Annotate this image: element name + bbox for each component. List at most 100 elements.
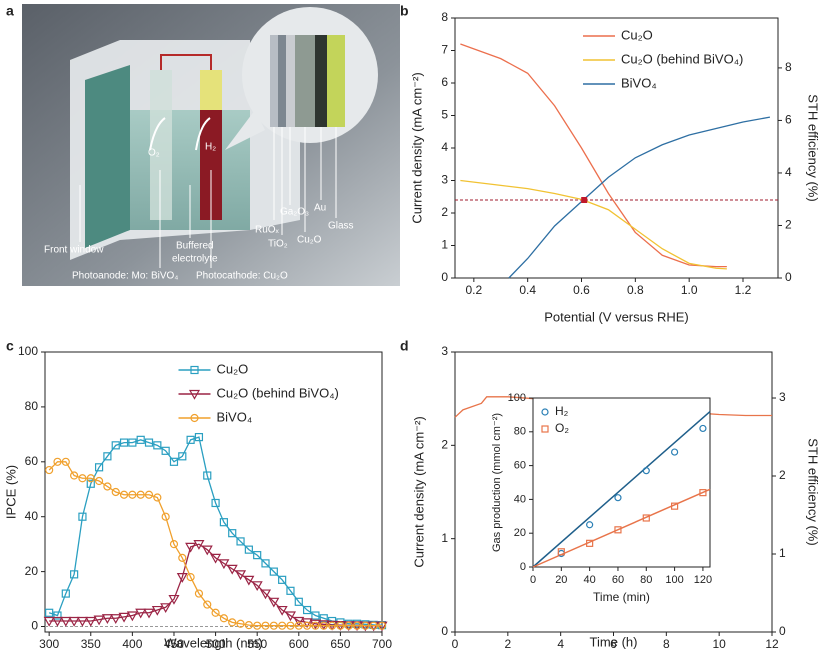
y2-tick-label: 6 [785, 113, 792, 127]
marker [51, 616, 64, 627]
o2-arrow [149, 117, 166, 151]
y-tick-label: 0 [31, 619, 38, 633]
marker [253, 551, 262, 560]
marker [211, 608, 220, 617]
marker [219, 518, 229, 527]
marker [541, 408, 549, 416]
marker [53, 457, 62, 466]
panel-label: d [400, 338, 409, 354]
label: Front window [44, 245, 104, 256]
marker [294, 621, 303, 630]
x-tick-label: 120 [694, 574, 712, 586]
x-tick-label: 1.0 [681, 283, 698, 297]
marker [143, 608, 155, 619]
marker [294, 597, 303, 606]
marker [103, 452, 112, 461]
marker [344, 621, 353, 630]
series-line [460, 43, 727, 268]
marker [70, 570, 79, 579]
marker [699, 489, 707, 497]
label: Ga₂O₃ [280, 207, 309, 218]
h2-arrow [195, 117, 211, 151]
marker [153, 441, 162, 450]
x-axis-label: Potential (V versus RHE) [544, 309, 689, 324]
y-tick-label: 100 [18, 344, 38, 358]
marker [161, 446, 170, 455]
x-tick-label: 80 [640, 574, 652, 586]
x-tick-label: 350 [81, 637, 101, 651]
marker [94, 476, 104, 486]
marker [251, 581, 263, 592]
label: TiO₂ [268, 239, 288, 250]
y-tick-label: 60 [514, 460, 526, 472]
x-tick-label: 10 [712, 637, 726, 651]
x-tick-label: 0.4 [519, 283, 536, 297]
marker [194, 432, 204, 442]
layer-tio2 [278, 35, 286, 127]
y-tick-label: 40 [514, 493, 526, 505]
marker [670, 448, 679, 456]
x-tick-label: 500 [206, 637, 226, 651]
marker [128, 490, 137, 499]
marker [201, 545, 213, 556]
marker [614, 526, 622, 534]
y-tick-label: 1 [441, 531, 448, 545]
x-tick-label: 2 [504, 637, 511, 651]
marker [586, 521, 594, 529]
x-axis-label: Wavelength (nm) [164, 635, 263, 650]
marker [219, 614, 229, 623]
marker [178, 553, 187, 562]
marker [278, 621, 287, 630]
marker [253, 621, 262, 630]
layer-cu2o [295, 35, 315, 127]
x-tick-label: 4 [557, 637, 564, 651]
plot-frame [44, 351, 383, 633]
label: electrolyte [172, 254, 218, 265]
x-tick-label: 100 [665, 574, 683, 586]
marker [85, 616, 97, 627]
y-axis-label: Current density (mA cm⁻²) [409, 72, 424, 223]
y-tick-label: 40 [25, 509, 39, 523]
x-tick-label: 0.8 [627, 283, 644, 297]
marker [68, 616, 80, 627]
x-axis-label: Time (h) [590, 634, 638, 649]
layer-ga2o3 [286, 35, 295, 127]
marker [269, 567, 278, 576]
marker [45, 465, 54, 475]
marker [361, 621, 370, 630]
marker [70, 471, 79, 480]
marker [327, 621, 337, 630]
x-tick-label: 40 [584, 574, 596, 586]
marker [78, 474, 87, 483]
marker [210, 553, 222, 564]
marker [78, 512, 87, 521]
y-tick-label: 1 [441, 238, 448, 252]
y2-axis-label: STH efficiency (%) [806, 438, 821, 545]
marker [176, 572, 188, 583]
x-axis-label: Time (min) [593, 590, 650, 604]
marker [642, 514, 650, 522]
marker [303, 605, 312, 615]
marker [311, 621, 320, 630]
y-tick-label: 100 [508, 392, 526, 404]
marker [168, 594, 180, 605]
y2-tick-label: 3 [779, 390, 786, 404]
x-tick-label: 300 [39, 637, 59, 651]
marker [93, 615, 105, 626]
x-tick-label: 0.2 [465, 283, 482, 297]
plot-frame [532, 397, 711, 568]
marker [86, 474, 95, 483]
y-axis-label: IPCE (%) [3, 465, 18, 519]
marker [303, 621, 312, 630]
layer-glass [327, 35, 345, 127]
marker [136, 490, 145, 499]
marker [244, 621, 253, 630]
marker [101, 614, 113, 624]
marker [135, 608, 147, 619]
marker [284, 611, 296, 622]
y-axis-label: Current density (mA cm⁻²) [411, 416, 426, 567]
marker [144, 438, 154, 447]
marker [160, 603, 172, 614]
photoanode [150, 70, 172, 220]
